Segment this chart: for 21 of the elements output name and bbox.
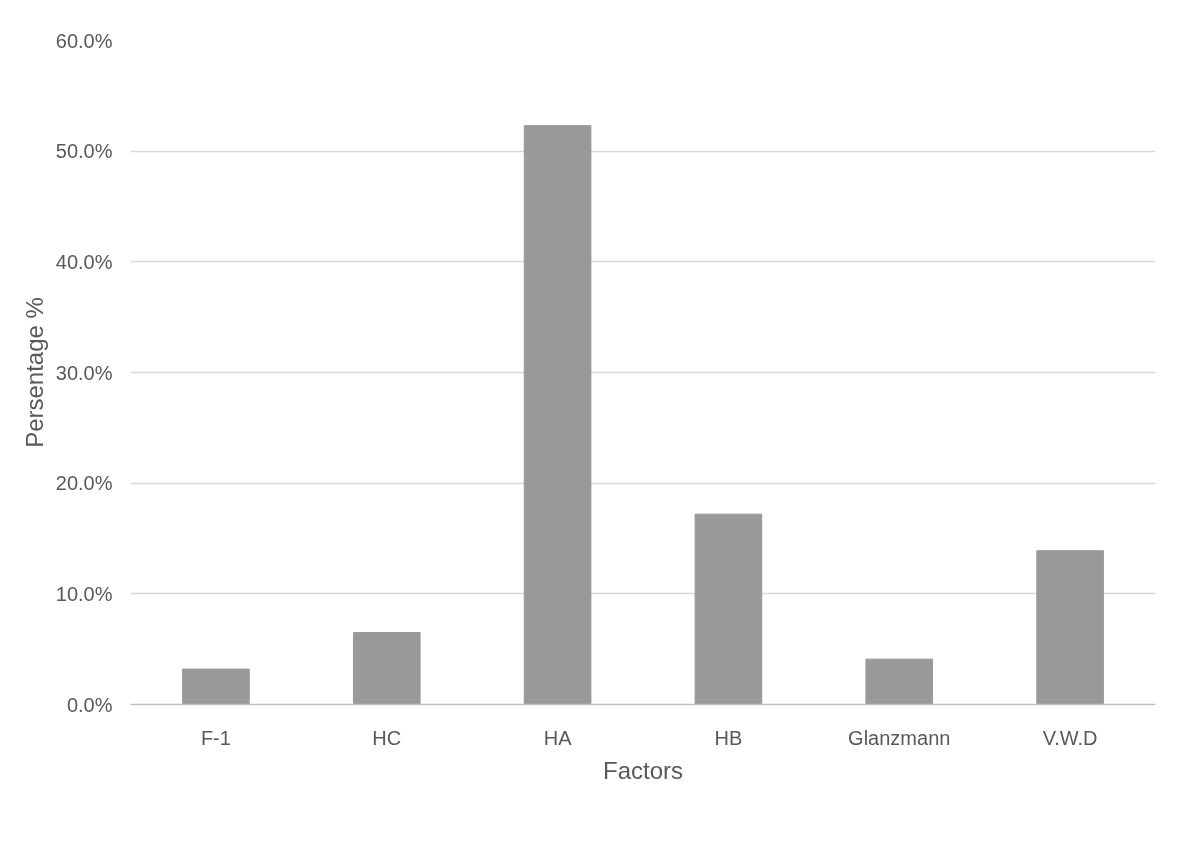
bar: [1036, 550, 1104, 705]
y-tick-label: 50.0%: [55, 140, 113, 163]
y-tick-label: 60.0%: [55, 29, 113, 52]
x-tick-label: HB: [714, 726, 743, 749]
y-axis-title: Persentage %: [20, 297, 48, 448]
bar: [523, 125, 592, 705]
x-tick-label: V.W.D: [1042, 726, 1098, 749]
bar: [694, 513, 763, 705]
y-tick-label: 0.0%: [66, 693, 113, 716]
x-tick-label: HA: [543, 726, 573, 749]
x-tick-label: HC: [372, 726, 402, 749]
y-tick-label: 40.0%: [55, 250, 113, 273]
y-tick-label: 30.0%: [55, 361, 113, 384]
bar: [352, 632, 421, 705]
x-tick-label: Glanzmann: [848, 726, 951, 749]
bar: [865, 658, 934, 705]
x-tick-label: F-1: [200, 726, 231, 749]
y-tick-label: 10.0%: [55, 582, 113, 605]
bar: [182, 668, 250, 705]
y-tick-label: 20.0%: [55, 472, 113, 495]
x-axis-title: Factors: [602, 756, 684, 784]
